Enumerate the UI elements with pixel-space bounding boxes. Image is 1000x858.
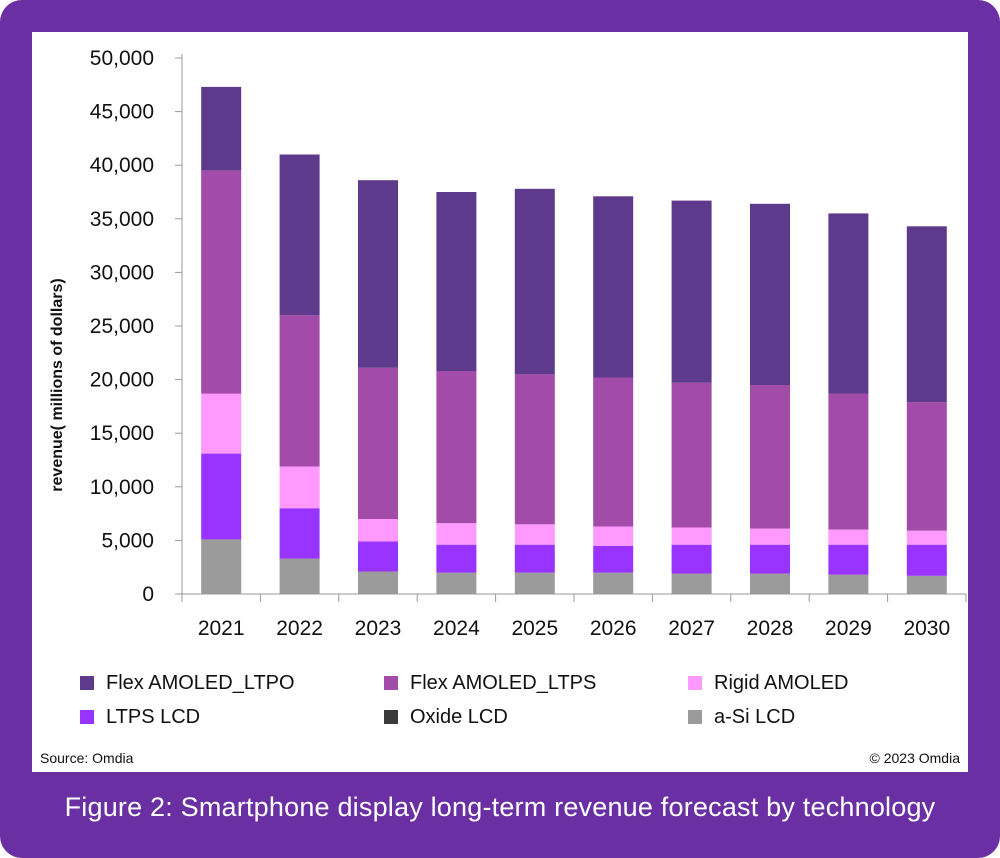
y-tick-label-35000: 35,000 <box>90 208 154 231</box>
bar-flex-amoled-ltps-2024 <box>436 371 477 524</box>
x-tick-label-2026: 2026 <box>590 617 637 640</box>
bars-layer <box>201 86 947 594</box>
bar-flex-amoled-ltps-2021 <box>201 170 242 394</box>
bar-flex-amoled-ltpo-2028 <box>750 203 790 385</box>
x-tick-label-2024: 2024 <box>433 617 480 640</box>
x-tick-label-2021: 2021 <box>198 617 245 640</box>
bar-flex-amoled-ltpo-2026 <box>593 196 634 378</box>
bar-a-si-lcd-2026 <box>593 572 634 594</box>
bar-a-si-lcd-2025 <box>514 572 555 594</box>
bar-a-si-lcd-2021 <box>201 539 242 594</box>
bar-rigid-amoled-2030 <box>906 530 947 545</box>
bar-rigid-amoled-2027 <box>671 527 712 545</box>
bar-rigid-amoled-2022 <box>279 466 320 509</box>
legend-swatch-rigid-amoled <box>688 676 702 690</box>
legend-swatch-a-si-lcd <box>688 710 702 724</box>
legend-swatch-flex-amoled-ltpo <box>80 676 94 690</box>
bar-ltps-lcd-2022 <box>279 508 320 559</box>
x-tick-label-2023: 2023 <box>355 617 402 640</box>
legend-swatch-oxide-lcd <box>384 710 398 724</box>
legend-label-flex-amoled-ltps: Flex AMOLED_LTPS <box>410 671 597 694</box>
bar-flex-amoled-ltpo-2022 <box>279 154 320 316</box>
y-tick-label-0: 0 <box>142 583 154 606</box>
legend-label-flex-amoled-ltpo: Flex AMOLED_LTPO <box>106 671 295 694</box>
y-tick-label-25000: 25,000 <box>90 315 154 338</box>
bar-ltps-lcd-2029 <box>828 544 869 575</box>
source-note: Source: Omdia <box>40 750 134 766</box>
bar-ltps-lcd-2026 <box>593 545 634 573</box>
bar-flex-amoled-ltpo-2023 <box>358 180 398 368</box>
bar-ltps-lcd-2024 <box>436 544 477 573</box>
bar-flex-amoled-ltpo-2027 <box>671 200 712 383</box>
bar-a-si-lcd-2024 <box>436 572 477 594</box>
bar-ltps-lcd-2030 <box>906 544 947 576</box>
bar-flex-amoled-ltpo-2021 <box>201 86 242 171</box>
bar-a-si-lcd-2029 <box>828 574 869 594</box>
legend-item-oxide-lcd: Oxide LCD <box>384 706 688 728</box>
bar-ltps-lcd-2023 <box>358 541 398 572</box>
bar-ltps-lcd-2021 <box>201 453 242 540</box>
legend-swatch-flex-amoled-ltps <box>384 676 398 690</box>
y-tick-label-40000: 40,000 <box>90 154 154 177</box>
bar-rigid-amoled-2028 <box>750 528 790 545</box>
legend-item-flex-amoled-ltpo: Flex AMOLED_LTPO <box>80 672 384 694</box>
figure-caption: Figure 2: Smartphone display long-term r… <box>64 792 936 822</box>
legend-item-a-si-lcd: a-Si LCD <box>688 706 960 728</box>
bar-flex-amoled-ltps-2029 <box>828 393 869 530</box>
y-tick-label-5000: 5,000 <box>101 529 154 552</box>
bar-flex-amoled-ltps-2030 <box>906 402 947 531</box>
legend-label-ltps-lcd: LTPS LCD <box>106 705 201 728</box>
y-tick-label-10000: 10,000 <box>90 476 154 499</box>
legend-swatch-ltps-lcd <box>80 710 94 724</box>
bar-flex-amoled-ltps-2027 <box>671 382 712 528</box>
stacked-bar-chart: 2021 2022 2023 2024 2025 2026 2027 2028 2029 2030… <box>49 47 967 640</box>
chart-legend: Flex AMOLED_LTPO Flex AMOLED_LTPS Rigid AM… <box>80 672 960 728</box>
bar-a-si-lcd-2027 <box>671 573 712 594</box>
y-tick-label-45000: 45,000 <box>90 101 154 124</box>
axes-layer: 2021 2022 2023 2024 2025 2026 2027 2028 2029 2030… <box>90 47 967 640</box>
bar-flex-amoled-ltpo-2029 <box>828 213 869 394</box>
y-tick-label-15000: 15,000 <box>90 422 154 445</box>
bar-rigid-amoled-2029 <box>828 529 869 545</box>
bar-rigid-amoled-2021 <box>201 393 242 454</box>
x-tick-label-2022: 2022 <box>276 617 323 640</box>
legend-item-ltps-lcd: LTPS LCD <box>80 706 384 728</box>
y-axis-label: revenue( millions of dollars) <box>49 278 66 491</box>
bar-a-si-lcd-2023 <box>358 571 398 594</box>
bar-flex-amoled-ltpo-2025 <box>514 188 555 375</box>
bar-rigid-amoled-2023 <box>358 519 398 542</box>
bar-ltps-lcd-2028 <box>750 544 790 574</box>
bar-flex-amoled-ltps-2026 <box>593 377 634 527</box>
bar-a-si-lcd-2028 <box>750 573 790 594</box>
x-tick-label-2030: 2030 <box>903 617 950 640</box>
bar-ltps-lcd-2027 <box>671 544 712 574</box>
bar-flex-amoled-ltps-2023 <box>358 367 398 519</box>
bar-rigid-amoled-2026 <box>593 526 634 546</box>
bar-a-si-lcd-2022 <box>279 558 320 594</box>
bar-flex-amoled-ltpo-2030 <box>906 226 947 403</box>
legend-label-rigid-amoled: Rigid AMOLED <box>714 671 849 694</box>
y-tick-label-20000: 20,000 <box>90 369 154 392</box>
legend-label-oxide-lcd: Oxide LCD <box>410 705 508 728</box>
bar-flex-amoled-ltps-2028 <box>750 385 790 529</box>
bar-rigid-amoled-2024 <box>436 523 477 545</box>
bar-flex-amoled-ltps-2022 <box>279 315 320 467</box>
legend-item-flex-amoled-ltps: Flex AMOLED_LTPS <box>384 672 688 694</box>
bar-ltps-lcd-2025 <box>514 544 555 573</box>
bar-rigid-amoled-2025 <box>514 524 555 545</box>
legend-item-rigid-amoled: Rigid AMOLED <box>688 672 960 694</box>
y-tick-label-30000: 30,000 <box>90 261 154 284</box>
x-tick-label-2027: 2027 <box>668 617 715 640</box>
y-tick-label-50000: 50,000 <box>90 47 154 70</box>
copyright-note: © 2023 Omdia <box>869 750 960 766</box>
x-tick-label-2025: 2025 <box>511 617 558 640</box>
bar-a-si-lcd-2030 <box>906 575 947 594</box>
legend-label-a-si-lcd: a-Si LCD <box>714 705 796 728</box>
chart-panel: 2021 2022 2023 2024 2025 2026 2027 2028 2029 2030… <box>32 32 968 772</box>
x-tick-label-2029: 2029 <box>825 617 872 640</box>
x-tick-label-2028: 2028 <box>747 617 794 640</box>
bar-flex-amoled-ltps-2025 <box>514 374 555 525</box>
bar-flex-amoled-ltpo-2024 <box>436 192 477 371</box>
